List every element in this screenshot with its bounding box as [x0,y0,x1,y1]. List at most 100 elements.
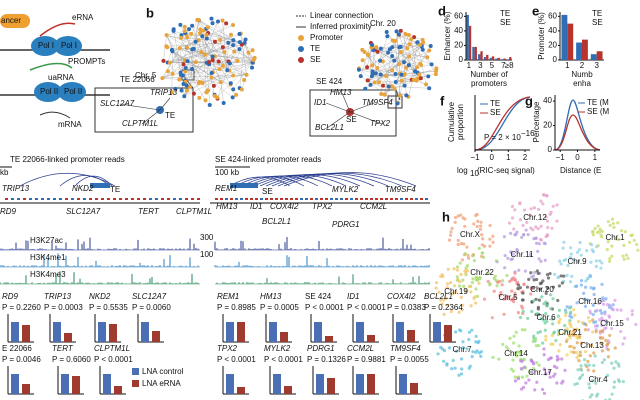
node [235,58,240,63]
node [177,46,182,51]
node [250,48,255,53]
cluster-dot [580,373,585,377]
node [252,55,257,60]
node [209,71,214,76]
legend-label: Inferred proximity [310,22,372,31]
cluster-dot [583,297,587,301]
cluster-dot [459,241,463,246]
cluster-dot [459,295,463,300]
cluster-dot [532,206,537,210]
node [403,31,408,36]
cluster-dot [562,331,566,335]
cluster-dot [536,331,540,335]
bar [472,46,475,60]
cluster-dot [491,355,495,359]
cluster-dot [536,227,540,231]
node [370,42,375,47]
legend-label: SE (M [587,107,610,116]
bar [497,57,500,60]
cluster-dot [551,297,555,301]
cluster-dot [609,305,613,309]
node [184,88,189,93]
node [398,93,403,98]
node [427,48,432,53]
cluster-dot [465,269,469,273]
cluster-dot [481,255,486,259]
node [360,58,365,63]
node [420,47,425,52]
cluster-dot [622,257,626,261]
cluster-dot [449,230,453,234]
node [378,72,383,77]
node [379,92,384,97]
bar [22,325,30,342]
arc [59,175,111,187]
cluster-dot [525,374,529,378]
cluster-dot [518,202,522,206]
cluster-dot [512,227,516,231]
edge [372,49,375,72]
label: TRIP13 [44,292,72,301]
bar [11,374,19,394]
edge [119,103,161,111]
cluster-dot [552,364,557,369]
bar [590,54,597,60]
cluster-dot [606,220,611,224]
cluster-dot [520,298,525,302]
node [402,60,407,65]
y-tick-label: 20 [548,41,557,50]
node [374,45,379,50]
node [187,84,192,89]
cluster-dot [611,221,615,226]
node [360,47,365,52]
cluster-dot [544,300,548,304]
x-tick-label: −1 [470,153,480,162]
cluster-dot [591,318,595,322]
label: SE 424-linked promoter reads [215,155,321,164]
bar [141,322,149,342]
edge [396,31,401,74]
cluster-dot [516,311,520,315]
cluster-dot [500,283,504,287]
node [420,37,425,42]
node [222,50,227,55]
cluster-dot [600,229,604,233]
read [173,198,176,200]
cluster-dot [569,252,573,256]
edge [420,50,430,64]
edge [206,62,210,106]
cluster-dot [546,357,551,362]
label: Pol I [61,41,77,50]
cluster-dot [588,395,592,399]
schematic-a [0,14,110,119]
node [165,69,170,74]
label: TPX2 [217,344,238,353]
edge [380,40,393,49]
read [77,198,80,200]
cluster-dot [584,323,588,327]
label: Chr.22 [470,268,494,277]
cluster-dot [519,359,523,363]
cluster-dot [453,220,457,224]
cluster-dot [546,276,551,280]
node [418,42,423,47]
cluster-dot [604,326,608,330]
cluster-dot [579,368,584,372]
cluster-dot [524,228,528,232]
cluster-dot [544,291,548,295]
cluster-dot [569,246,573,250]
cluster-dot [454,290,458,294]
cluster-dot [578,353,583,358]
cluster-dot [553,272,557,276]
cluster-dot [599,341,603,345]
node [398,28,403,33]
node [197,95,202,100]
edge [169,54,206,63]
label: TE [165,111,175,120]
edge [189,20,199,87]
node [395,101,400,106]
label: P < 0.0001 [305,303,344,312]
cluster-dot [474,287,478,291]
bar [561,14,568,60]
edge [171,51,173,93]
